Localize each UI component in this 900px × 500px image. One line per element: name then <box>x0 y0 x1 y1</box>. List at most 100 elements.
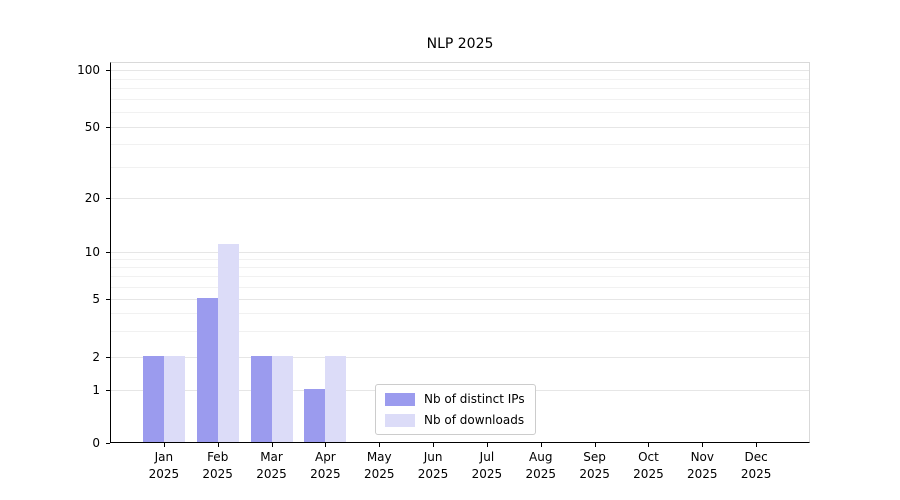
y-tick-mark <box>106 390 110 391</box>
x-tick-month: Apr <box>314 450 336 464</box>
y-tick-label: 0 <box>92 436 100 450</box>
x-tick-year: 2025 <box>202 467 233 481</box>
major-gridline <box>111 70 809 71</box>
legend-row: Nb of distinct IPs <box>385 392 525 406</box>
x-tick-label: Feb 2025 <box>188 449 248 483</box>
x-tick-month: Dec <box>744 450 768 464</box>
bar-distinct-ips-apr <box>304 389 326 442</box>
x-tick-year: 2025 <box>687 467 718 481</box>
x-tick-mark <box>594 443 596 447</box>
major-gridline <box>111 198 809 199</box>
x-tick-mark <box>163 443 165 447</box>
bar-distinct-ips-mar <box>250 356 272 442</box>
legend-label: Nb of distinct IPs <box>424 392 525 406</box>
y-tick-label: 2 <box>92 350 100 364</box>
y-tick-mark <box>106 70 110 71</box>
minor-gridline <box>111 331 809 333</box>
x-tick-year: 2025 <box>363 467 395 481</box>
x-tick-mark <box>702 443 704 447</box>
chart-legend: Nb of distinct IPs Nb of downloads <box>375 384 536 435</box>
x-tick-year: 2025 <box>471 467 503 481</box>
y-tick-mark <box>106 357 110 358</box>
x-tick-month: Jan <box>154 450 174 464</box>
y-tick-mark <box>106 127 110 128</box>
x-tick-year: 2025 <box>417 467 449 481</box>
y-tick-label: 50 <box>84 120 100 134</box>
x-tick-year: 2025 <box>740 467 772 481</box>
x-tick-label: Dec 2025 <box>726 449 786 483</box>
x-tick-month: Mar <box>260 450 283 464</box>
bar-distinct-ips-jan <box>142 356 164 442</box>
bar-downloads-feb <box>217 243 239 442</box>
x-tick-label: Aug 2025 <box>511 449 571 483</box>
x-tick-mark <box>433 443 435 447</box>
x-tick-month: Jul <box>479 450 495 464</box>
bar-downloads-jan <box>163 356 185 442</box>
major-gridline <box>111 357 809 358</box>
y-tick-mark <box>106 299 110 300</box>
x-tick-label: Jan 2025 <box>134 449 194 483</box>
minor-gridline <box>111 78 809 80</box>
minor-gridline <box>111 144 809 146</box>
chart-title: NLP 2025 <box>426 36 494 52</box>
y-tick-label: 20 <box>84 191 100 205</box>
x-tick-mark <box>648 443 650 447</box>
major-gridline <box>111 299 809 300</box>
minor-gridline <box>111 112 809 113</box>
minor-gridline <box>111 313 809 315</box>
x-tick-label: Mar 2025 <box>242 449 302 483</box>
x-tick-mark <box>486 443 488 447</box>
y-tick-mark <box>106 252 110 253</box>
minor-gridline <box>111 166 809 168</box>
x-tick-month: Feb <box>207 450 229 464</box>
x-tick-label: May 2025 <box>349 449 409 483</box>
x-tick-mark <box>540 443 542 447</box>
x-tick-mark <box>379 443 381 447</box>
x-tick-month: Jun <box>423 450 443 464</box>
x-tick-label: Oct 2025 <box>618 449 678 483</box>
major-gridline <box>111 127 809 128</box>
minor-gridline <box>111 259 809 261</box>
x-tick-mark <box>217 443 219 447</box>
x-tick-month: Oct <box>638 450 659 464</box>
y-tick-label: 5 <box>92 292 100 306</box>
legend-row: Nb of downloads <box>385 413 525 427</box>
minor-gridline <box>111 99 809 101</box>
x-tick-year: 2025 <box>525 467 557 481</box>
x-tick-label: Nov 2025 <box>672 449 732 483</box>
x-tick-year: 2025 <box>310 467 341 481</box>
y-tick-label: 1 <box>92 383 100 397</box>
x-tick-year: 2025 <box>579 467 610 481</box>
bar-downloads-apr <box>325 356 347 442</box>
x-tick-mark <box>325 443 327 447</box>
x-tick-label: Jul 2025 <box>457 449 517 483</box>
y-tick-label: 10 <box>84 245 100 259</box>
x-tick-mark <box>756 443 758 447</box>
x-tick-month: May <box>366 450 392 464</box>
x-tick-month: Sep <box>583 450 606 464</box>
x-tick-month: Nov <box>690 450 714 464</box>
y-tick-label: 100 <box>77 63 100 77</box>
y-tick-mark <box>106 443 110 444</box>
x-tick-month: Aug <box>529 450 553 464</box>
legend-swatch-downloads <box>385 413 415 427</box>
x-tick-label: Sep 2025 <box>565 449 625 483</box>
bar-downloads-mar <box>271 356 293 442</box>
minor-gridline <box>111 267 809 269</box>
x-tick-year: 2025 <box>256 467 287 481</box>
bar-distinct-ips-feb <box>196 298 218 442</box>
major-gridline <box>111 252 809 253</box>
x-tick-mark <box>271 443 273 447</box>
minor-gridline <box>111 88 809 90</box>
plot-area: Nb of distinct IPs Nb of downloads <box>110 62 810 443</box>
legend-label: Nb of downloads <box>424 413 525 427</box>
x-tick-year: 2025 <box>148 467 180 481</box>
x-tick-label: Apr 2025 <box>295 449 355 483</box>
minor-gridline <box>111 276 809 278</box>
x-tick-label: Jun 2025 <box>403 449 463 483</box>
y-tick-mark <box>106 198 110 199</box>
x-tick-year: 2025 <box>633 467 664 481</box>
legend-swatch-distinct-ips <box>385 392 415 406</box>
minor-gridline <box>111 286 809 288</box>
